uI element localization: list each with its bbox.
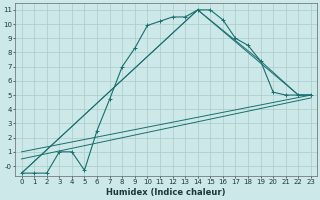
X-axis label: Humidex (Indice chaleur): Humidex (Indice chaleur): [107, 188, 226, 197]
